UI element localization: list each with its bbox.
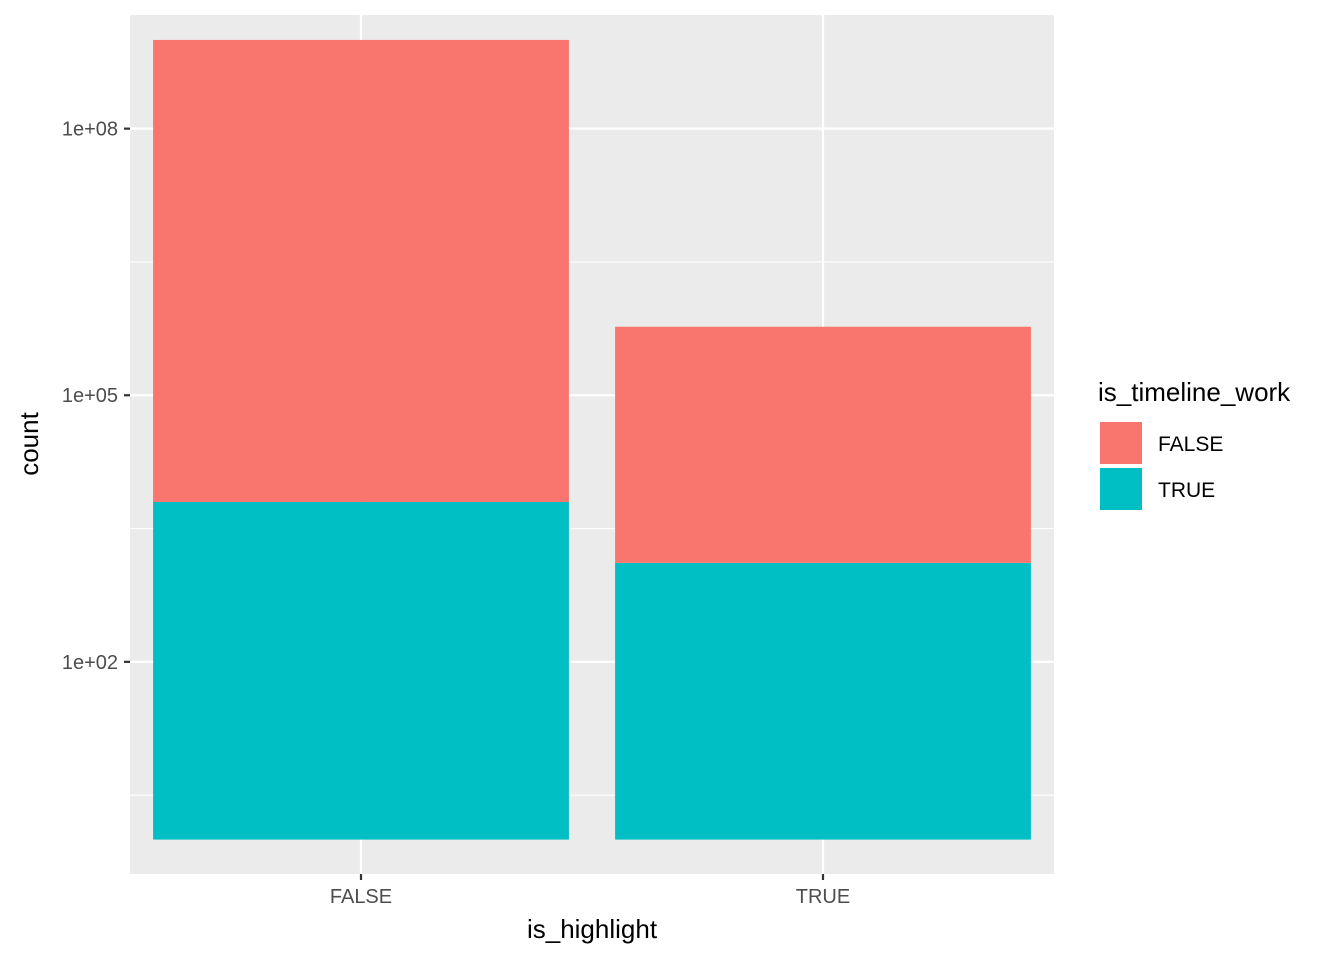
y-axis-title: count [14,411,44,475]
legend-title: is_timeline_work [1098,377,1291,407]
legend-label-true: TRUE [1158,479,1215,502]
bar-true-true [615,562,1031,840]
y-tick-label: 1e+05 [62,385,118,407]
x-tick-label: FALSE [330,886,392,908]
legend-label-false: FALSE [1158,433,1223,456]
x-axis: FALSE TRUE [330,874,850,908]
legend: is_timeline_work FALSE TRUE [1098,377,1291,510]
x-axis-title: is_highlight [527,914,658,944]
bar-true-false [615,326,1031,563]
y-tick-label: 1e+08 [62,119,118,141]
bar-false-true [153,501,569,840]
legend-key-false [1100,422,1142,464]
y-tick-label: 1e+02 [62,652,118,674]
bar-false-false [153,39,569,502]
x-tick-label: TRUE [796,886,850,908]
legend-key-true [1100,468,1142,510]
bars [153,39,1031,840]
y-axis: 1e+02 1e+05 1e+08 [62,119,130,674]
